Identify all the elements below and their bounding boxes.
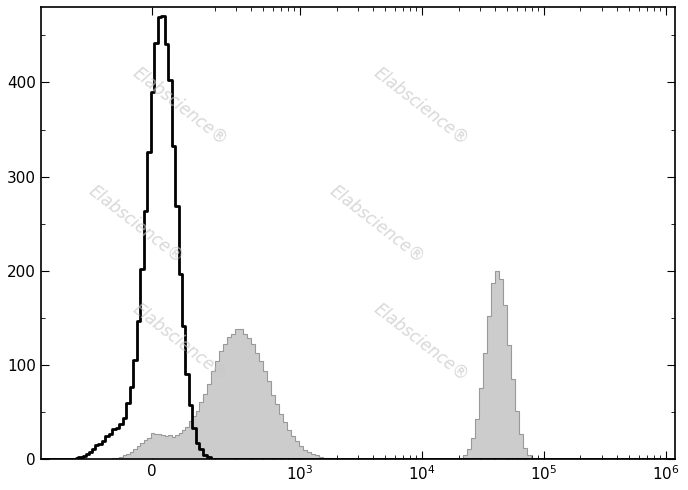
Text: Elabscience®: Elabscience®: [129, 64, 231, 149]
Text: Elabscience®: Elabscience®: [326, 182, 428, 267]
Text: Elabscience®: Elabscience®: [371, 64, 473, 149]
Text: Elabscience®: Elabscience®: [85, 182, 187, 267]
Text: Elabscience®: Elabscience®: [371, 299, 473, 384]
Polygon shape: [41, 271, 676, 460]
Text: Elabscience®: Elabscience®: [129, 299, 231, 384]
